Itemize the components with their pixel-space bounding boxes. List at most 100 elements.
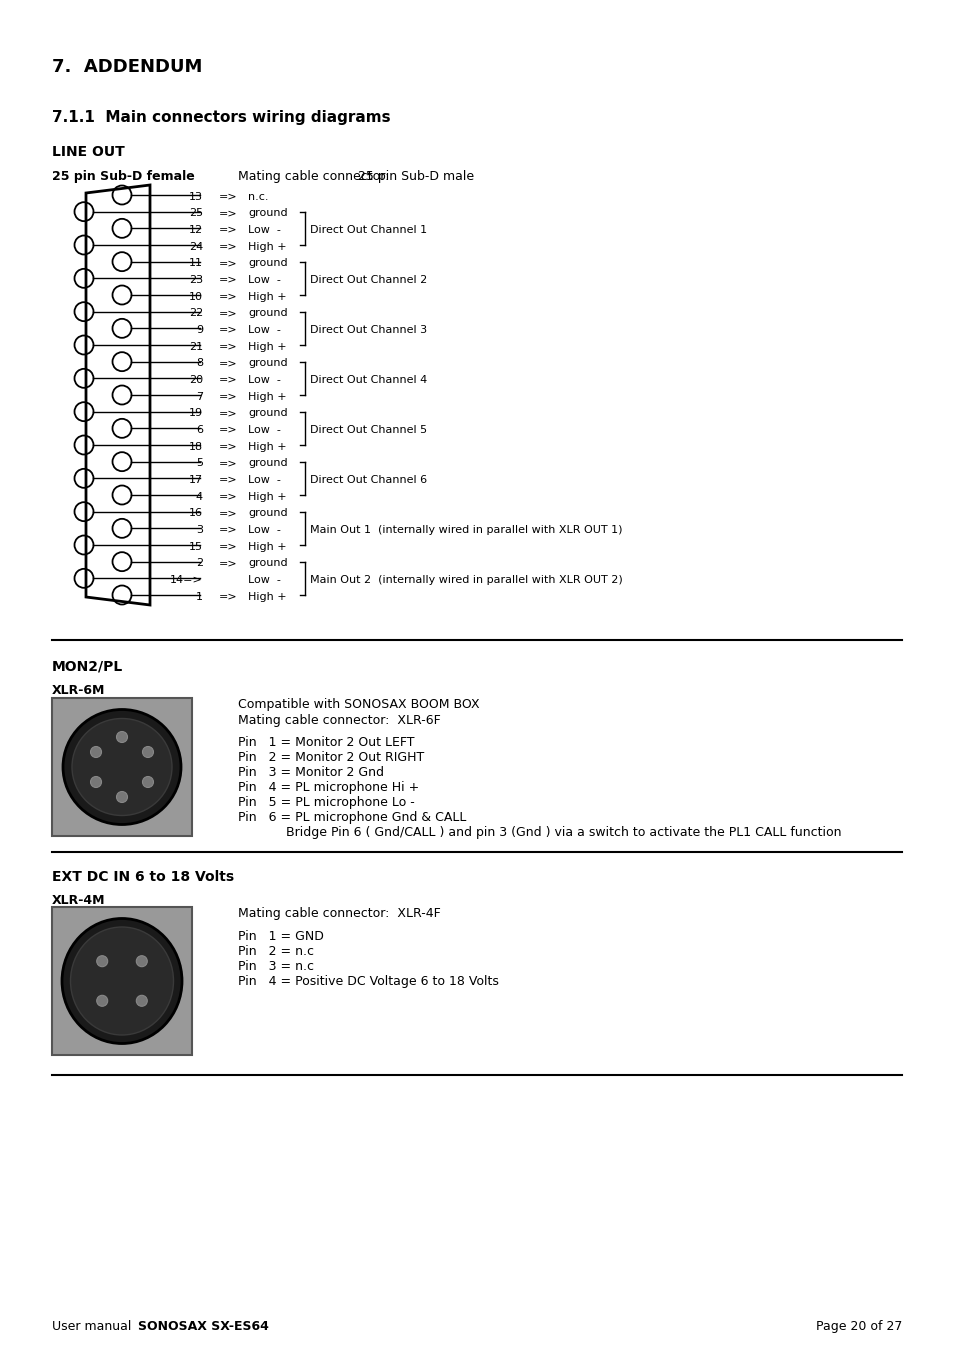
Text: =>: => (218, 325, 237, 335)
Text: =>: => (218, 541, 237, 552)
Circle shape (91, 776, 101, 787)
Text: ground: ground (248, 558, 287, 568)
Text: =>: => (218, 458, 237, 468)
Bar (52, 907, 192, 1054)
Text: =>: => (218, 308, 237, 319)
Circle shape (116, 732, 128, 742)
Text: Low  -: Low - (248, 575, 280, 585)
Text: =>: => (218, 208, 237, 219)
Text: =>: => (218, 342, 237, 351)
Text: =>: => (218, 358, 237, 369)
Text: 17: 17 (189, 475, 203, 485)
Text: 18: 18 (189, 441, 203, 451)
Circle shape (96, 995, 108, 1006)
Text: 25 pin Sub-D female: 25 pin Sub-D female (52, 170, 194, 184)
Text: Pin   2 = Monitor 2 Out RIGHT: Pin 2 = Monitor 2 Out RIGHT (237, 751, 424, 764)
Text: 2: 2 (195, 558, 203, 568)
Text: =>: => (218, 392, 237, 401)
Ellipse shape (63, 710, 181, 825)
Text: High +: High + (248, 491, 286, 501)
Text: Pin   4 = PL microphone Hi +: Pin 4 = PL microphone Hi + (237, 782, 418, 794)
Text: Low  -: Low - (248, 525, 280, 535)
Text: =>: => (218, 292, 237, 301)
Text: Bridge Pin 6 ( Gnd/CALL ) and pin 3 (Gnd ) via a switch to activate the PL1 CALL: Bridge Pin 6 ( Gnd/CALL ) and pin 3 (Gnd… (237, 826, 841, 838)
Text: 4: 4 (195, 491, 203, 501)
Bar (52, 698, 192, 836)
Text: Pin   1 = Monitor 2 Out LEFT: Pin 1 = Monitor 2 Out LEFT (237, 736, 414, 749)
Circle shape (136, 995, 147, 1006)
Text: 16: 16 (189, 508, 203, 518)
Text: 25: 25 (189, 208, 203, 219)
Text: Pin   1 = GND: Pin 1 = GND (237, 930, 323, 944)
Text: 7: 7 (195, 392, 203, 401)
Text: =>: => (218, 192, 237, 201)
Text: =>: => (218, 242, 237, 251)
Text: Direct Out Channel 5: Direct Out Channel 5 (310, 425, 427, 435)
Text: Pin   5 = PL microphone Lo -: Pin 5 = PL microphone Lo - (237, 796, 415, 809)
Text: Low  -: Low - (248, 325, 280, 335)
Text: Direct Out Channel 3: Direct Out Channel 3 (310, 325, 427, 335)
Text: Low  -: Low - (248, 275, 280, 285)
Ellipse shape (62, 918, 182, 1044)
Text: Compatible with SONOSAX BOOM BOX: Compatible with SONOSAX BOOM BOX (237, 698, 479, 711)
Text: 1: 1 (195, 591, 203, 602)
Text: High +: High + (248, 591, 286, 602)
Text: High +: High + (248, 441, 286, 451)
Text: SONOSAX SX-ES64: SONOSAX SX-ES64 (138, 1320, 269, 1332)
Circle shape (91, 747, 101, 757)
Text: Page 20 of 27: Page 20 of 27 (815, 1320, 901, 1332)
Text: Pin   4 = Positive DC Voltage 6 to 18 Volts: Pin 4 = Positive DC Voltage 6 to 18 Volt… (237, 975, 498, 988)
Text: 7.1.1  Main connectors wiring diagrams: 7.1.1 Main connectors wiring diagrams (52, 109, 390, 126)
Text: ground: ground (248, 408, 287, 418)
Text: Low  -: Low - (248, 425, 280, 435)
Ellipse shape (71, 927, 173, 1035)
Text: 24: 24 (189, 242, 203, 251)
Text: Pin   6 = PL microphone Gnd & CALL: Pin 6 = PL microphone Gnd & CALL (237, 811, 466, 824)
Text: 21: 21 (189, 342, 203, 351)
Ellipse shape (71, 718, 172, 815)
Text: Direct Out Channel 4: Direct Out Channel 4 (310, 375, 427, 385)
Text: XLR-6M: XLR-6M (52, 684, 105, 697)
Text: 8: 8 (195, 358, 203, 369)
Text: ground: ground (248, 308, 287, 319)
Text: =>: => (218, 375, 237, 385)
Text: 3: 3 (195, 525, 203, 535)
Text: High +: High + (248, 242, 286, 251)
Circle shape (142, 747, 153, 757)
Text: 13: 13 (189, 192, 203, 201)
Text: EXT DC IN 6 to 18 Volts: EXT DC IN 6 to 18 Volts (52, 869, 233, 884)
Text: ground: ground (248, 458, 287, 468)
Text: Mating cable connector:  XLR-4F: Mating cable connector: XLR-4F (237, 907, 440, 919)
Text: High +: High + (248, 541, 286, 552)
Circle shape (136, 956, 147, 967)
Text: 7.  ADDENDUM: 7. ADDENDUM (52, 58, 202, 76)
Text: 20: 20 (189, 375, 203, 385)
Text: User manual: User manual (52, 1320, 139, 1332)
Text: LINE OUT: LINE OUT (52, 144, 125, 159)
Text: High +: High + (248, 342, 286, 351)
Text: =>: => (218, 425, 237, 435)
Text: ground: ground (248, 358, 287, 369)
Text: =>: => (218, 441, 237, 451)
Text: 19: 19 (189, 408, 203, 418)
Text: Main Out 1  (internally wired in parallel with XLR OUT 1): Main Out 1 (internally wired in parallel… (310, 525, 622, 535)
Text: Pin   3 = Monitor 2 Gnd: Pin 3 = Monitor 2 Gnd (237, 765, 384, 779)
Text: 22: 22 (189, 308, 203, 319)
Text: High +: High + (248, 392, 286, 401)
Text: Pin   3 = n.c: Pin 3 = n.c (237, 960, 314, 973)
Text: Pin   2 = n.c: Pin 2 = n.c (237, 945, 314, 958)
Text: Mating cable connector:: Mating cable connector: (237, 170, 389, 184)
Text: Mating cable connector:  XLR-6F: Mating cable connector: XLR-6F (237, 714, 440, 728)
Text: 25 pin Sub-D male: 25 pin Sub-D male (357, 170, 474, 184)
Text: =>: => (218, 475, 237, 485)
Text: ground: ground (248, 208, 287, 219)
Text: 5: 5 (195, 458, 203, 468)
Text: =>: => (218, 591, 237, 602)
Text: 23: 23 (189, 275, 203, 285)
Text: =>: => (218, 275, 237, 285)
Text: =>: => (218, 508, 237, 518)
Text: ground: ground (248, 508, 287, 518)
Circle shape (142, 776, 153, 787)
Text: =>: => (218, 491, 237, 501)
Text: Direct Out Channel 6: Direct Out Channel 6 (310, 475, 427, 485)
